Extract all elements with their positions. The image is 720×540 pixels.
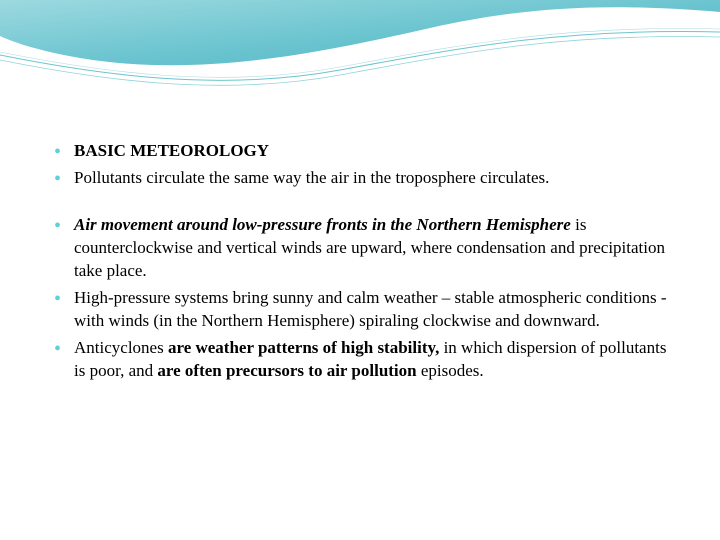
- bullet-item: High-pressure systems bring sunny and ca…: [50, 287, 670, 333]
- text-segment: are often precursors to air pollution: [157, 361, 416, 380]
- text-segment: Pollutants circulate the same way the ai…: [74, 168, 549, 187]
- bullet-item: Anticyclones are weather patterns of hig…: [50, 337, 670, 383]
- wave-svg: [0, 0, 720, 120]
- decorative-wave-header: [0, 0, 720, 120]
- text-segment: are weather patterns of high stability,: [168, 338, 439, 357]
- bullet-item: Pollutants circulate the same way the ai…: [50, 167, 670, 190]
- text-segment: episodes.: [417, 361, 484, 380]
- text-segment: BASIC METEOROLOGY: [74, 141, 269, 160]
- text-segment: High-pressure systems bring sunny and ca…: [74, 288, 667, 330]
- bullet-list: BASIC METEOROLOGY Pollutants circulate th…: [50, 140, 670, 382]
- text-segment: Air movement around low-pressure fronts …: [74, 215, 571, 234]
- bullet-item: BASIC METEOROLOGY: [50, 140, 670, 163]
- bullet-gap: [50, 194, 670, 214]
- text-segment: Anticyclones: [74, 338, 168, 357]
- bullet-item: Air movement around low-pressure fronts …: [50, 214, 670, 283]
- slide-content: BASIC METEOROLOGY Pollutants circulate th…: [50, 140, 670, 386]
